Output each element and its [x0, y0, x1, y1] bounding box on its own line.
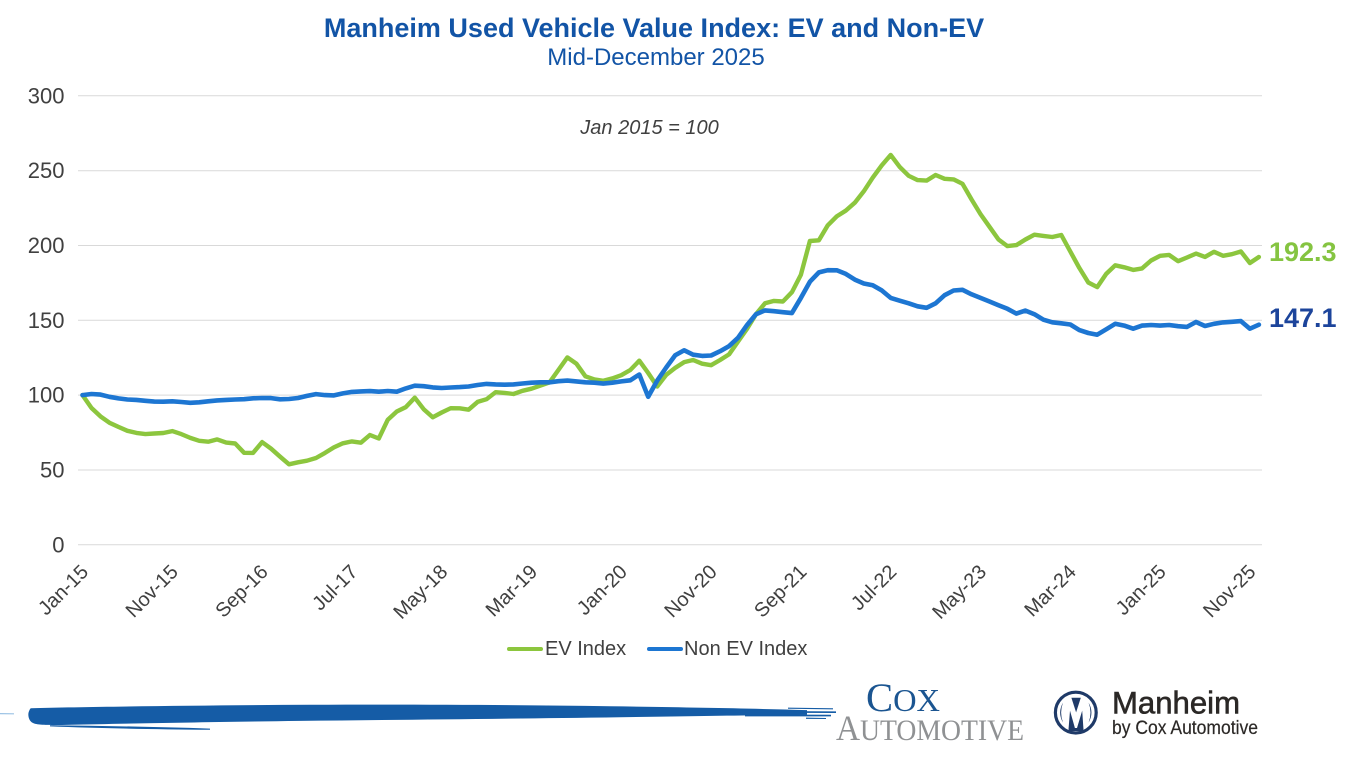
svg-text:100: 100 — [28, 383, 65, 408]
svg-text:Jul-22: Jul-22 — [847, 561, 901, 615]
svg-text:300: 300 — [28, 83, 65, 108]
svg-text:Jan-15: Jan-15 — [34, 561, 93, 620]
svg-text:COX: COX — [866, 675, 940, 720]
svg-text:200: 200 — [28, 233, 65, 258]
svg-text:Jan-20: Jan-20 — [573, 561, 632, 620]
svg-text:May-18: May-18 — [390, 561, 453, 624]
svg-text:Jan-25: Jan-25 — [1112, 561, 1171, 620]
svg-text:Sep-21: Sep-21 — [750, 561, 811, 622]
svg-text:0: 0 — [52, 532, 64, 557]
svg-text:Nov-25: Nov-25 — [1199, 561, 1260, 622]
svg-text:Jul-17: Jul-17 — [308, 561, 362, 615]
svg-text:Mar-24: Mar-24 — [1020, 561, 1080, 621]
svg-text:May-23: May-23 — [928, 561, 991, 624]
svg-text:Sep-16: Sep-16 — [211, 561, 272, 622]
svg-text:147.1: 147.1 — [1269, 303, 1337, 333]
svg-text:192.3: 192.3 — [1269, 237, 1337, 267]
svg-text:Nov-20: Nov-20 — [660, 561, 721, 622]
svg-text:Mar-19: Mar-19 — [482, 561, 542, 621]
svg-text:150: 150 — [28, 308, 65, 333]
svg-text:250: 250 — [28, 158, 65, 183]
svg-text:Manheim: Manheim — [1112, 685, 1240, 721]
svg-text:by Cox Automotive: by Cox Automotive — [1112, 717, 1258, 739]
svg-text:AUTOMOTIVE: AUTOMOTIVE — [836, 708, 1024, 748]
svg-text:50: 50 — [40, 458, 64, 483]
svg-text:Nov-15: Nov-15 — [122, 561, 183, 622]
